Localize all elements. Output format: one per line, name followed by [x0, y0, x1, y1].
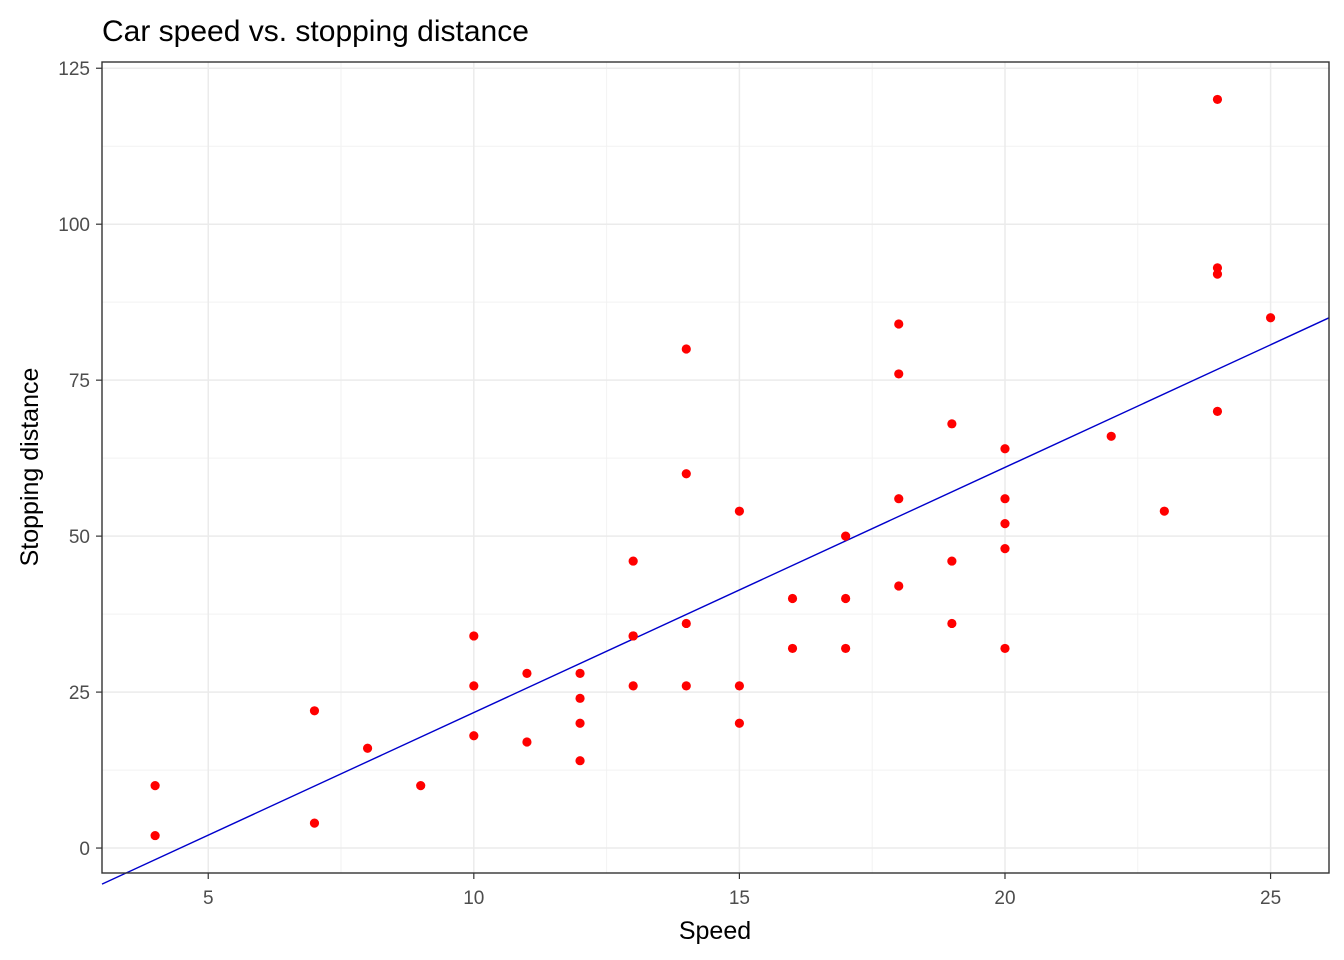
minor-gridlines: [102, 62, 1329, 873]
axis-ticks: [96, 67, 1272, 879]
data-point: [1106, 431, 1116, 441]
data-point: [575, 693, 585, 703]
data-point: [469, 681, 479, 691]
x-tick-label: 20: [994, 888, 1015, 909]
data-point: [1212, 406, 1223, 416]
data-point: [681, 681, 691, 691]
y-tick-label: 75: [69, 371, 90, 392]
data-point: [894, 369, 904, 379]
x-tick-label: 25: [1260, 888, 1281, 909]
data-point: [734, 681, 745, 691]
data-point: [575, 668, 585, 678]
data-point: [309, 706, 320, 716]
data-point: [734, 506, 745, 516]
data-points: [150, 94, 1276, 841]
data-point: [894, 494, 904, 504]
data-point: [947, 556, 957, 566]
data-point: [894, 319, 904, 329]
data-point: [1000, 444, 1010, 454]
data-point: [1265, 313, 1276, 323]
data-point: [469, 631, 479, 641]
data-point: [1000, 494, 1010, 504]
x-axis-title: Speed: [679, 917, 751, 945]
plot-panel-border: [101, 61, 1330, 874]
data-point: [841, 593, 851, 604]
y-tick-label: 50: [69, 527, 90, 548]
regression-line-group: [101, 317, 1330, 885]
data-point: [628, 681, 638, 691]
data-point: [628, 556, 638, 566]
data-point: [309, 818, 320, 828]
data-point: [947, 618, 957, 629]
data-point: [734, 718, 745, 728]
x-tick-label: 10: [463, 888, 484, 909]
data-point: [575, 718, 585, 728]
data-point: [628, 631, 638, 641]
y-tick-label: 0: [79, 839, 90, 860]
data-point: [681, 344, 691, 354]
major-gridlines: [102, 62, 1329, 873]
data-point: [150, 781, 160, 791]
axis-tick-labels: 5 10 15 20 25 0 25 50 75 100 125: [58, 59, 1281, 909]
x-tick-label: 5: [203, 888, 214, 909]
data-point: [1212, 263, 1223, 273]
data-point: [522, 668, 532, 678]
data-point: [1159, 506, 1169, 516]
regression-line: [101, 317, 1330, 885]
data-point: [787, 593, 798, 604]
chart-title: Car speed vs. stopping distance: [102, 15, 529, 48]
data-point: [681, 618, 691, 629]
data-point: [416, 781, 426, 791]
y-tick-label: 100: [58, 215, 90, 236]
data-point: [1000, 519, 1010, 529]
y-tick-label: 25: [69, 683, 90, 704]
x-tick-label: 15: [729, 888, 750, 909]
y-axis-title: Stopping distance: [16, 368, 44, 567]
data-point: [522, 737, 532, 747]
data-point: [947, 419, 957, 429]
y-tick-label: 125: [58, 59, 90, 80]
data-point: [894, 581, 904, 591]
data-point: [575, 756, 585, 766]
data-point: [1000, 643, 1010, 654]
data-point: [841, 643, 851, 654]
data-point: [150, 830, 160, 841]
data-point: [1212, 94, 1223, 105]
data-point: [787, 643, 798, 654]
data-point: [362, 743, 373, 753]
data-point: [1000, 544, 1010, 554]
data-point: [841, 531, 851, 541]
data-point: [681, 469, 691, 479]
data-point: [469, 731, 479, 741]
